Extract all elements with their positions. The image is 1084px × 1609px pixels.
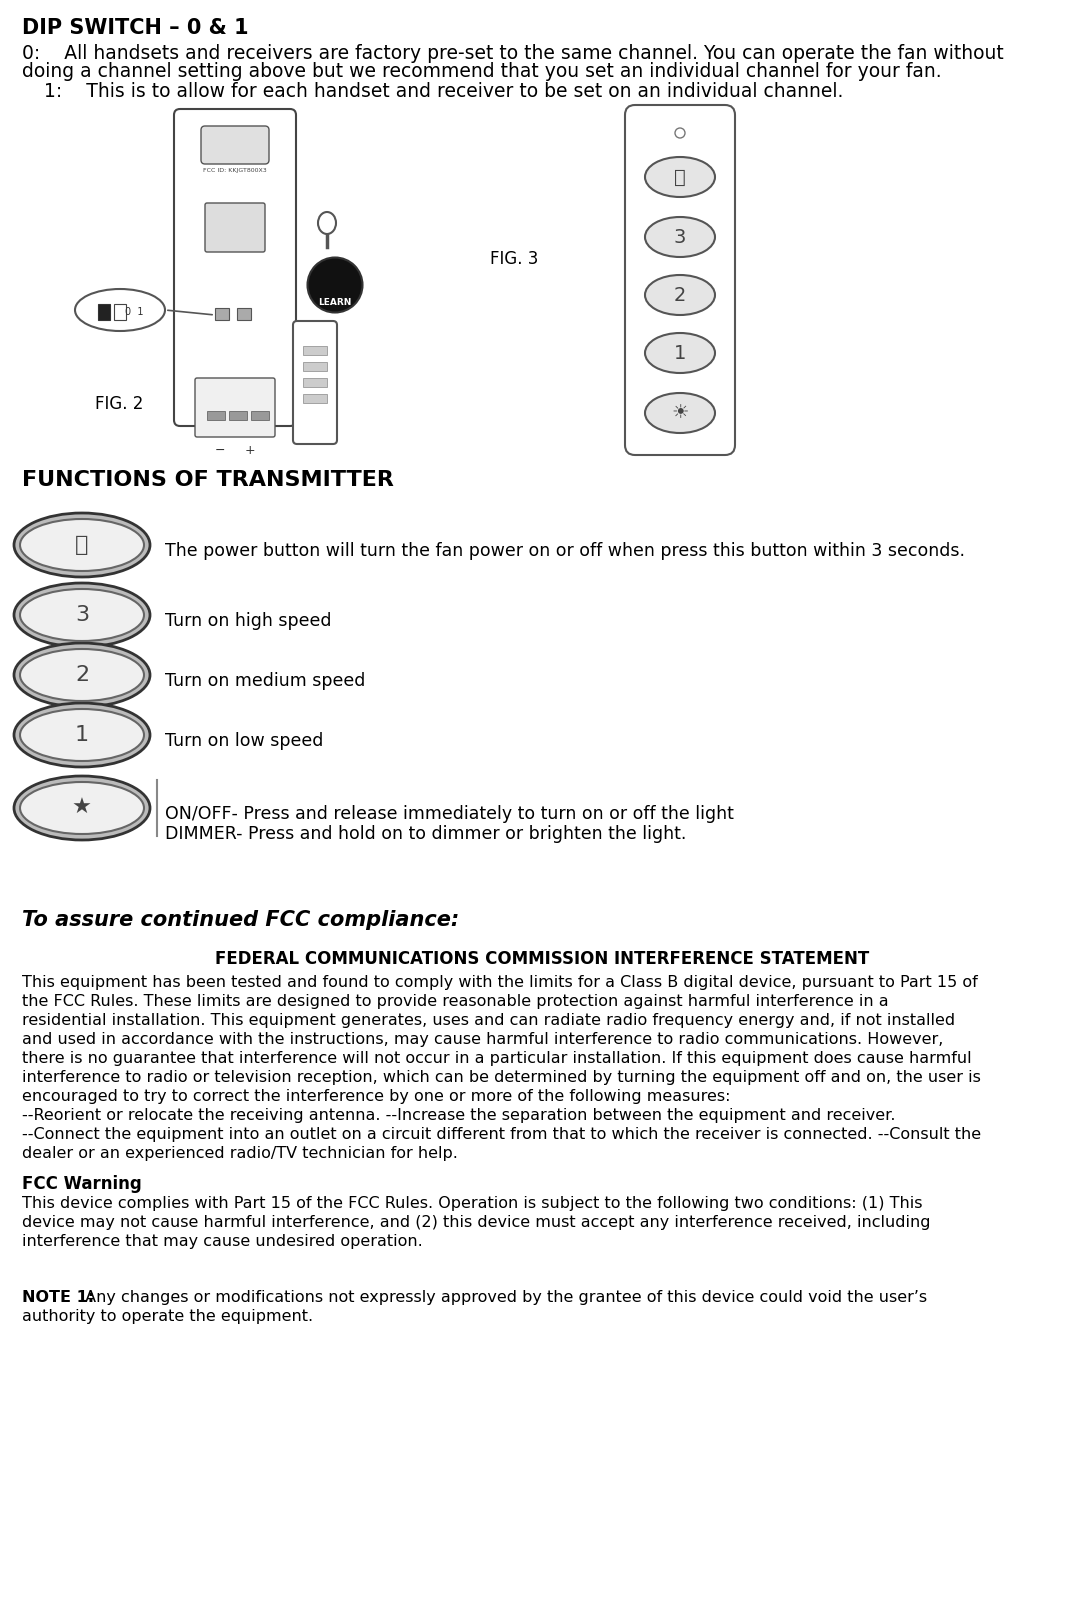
Text: authority to operate the equipment.: authority to operate the equipment. — [22, 1310, 313, 1324]
Text: This device complies with Part 15 of the FCC Rules. Operation is subject to the : This device complies with Part 15 of the… — [22, 1195, 922, 1212]
Text: DIMMER- Press and hold on to dimmer or brighten the light.: DIMMER- Press and hold on to dimmer or b… — [165, 825, 686, 843]
Ellipse shape — [14, 776, 150, 840]
Ellipse shape — [14, 644, 150, 706]
Text: −: − — [215, 444, 225, 457]
Ellipse shape — [308, 257, 362, 312]
Text: 3: 3 — [674, 227, 686, 246]
Text: FIG. 3: FIG. 3 — [490, 249, 539, 269]
Text: 1:    This is to allow for each handset and receiver to be set on an individual : 1: This is to allow for each handset and… — [44, 82, 843, 101]
Ellipse shape — [645, 217, 715, 257]
FancyBboxPatch shape — [195, 378, 275, 438]
Text: device may not cause harmful interference, and (2) this device must accept any i: device may not cause harmful interferenc… — [22, 1215, 930, 1229]
Bar — [229, 410, 247, 420]
Text: NOTE 1:: NOTE 1: — [22, 1290, 94, 1305]
Ellipse shape — [14, 582, 150, 647]
FancyBboxPatch shape — [625, 105, 735, 455]
Text: doing a channel setting above but we recommend that you set an individual channe: doing a channel setting above but we rec… — [22, 63, 942, 80]
Ellipse shape — [14, 513, 150, 578]
Text: FIG. 2: FIG. 2 — [95, 394, 143, 414]
Text: 3: 3 — [75, 605, 89, 624]
Text: there is no guarantee that interference will not occur in a particular installat: there is no guarantee that interference … — [22, 1051, 971, 1067]
Ellipse shape — [20, 520, 144, 571]
FancyBboxPatch shape — [205, 203, 264, 253]
Text: FCC ID: KKJGT800X3: FCC ID: KKJGT800X3 — [203, 167, 267, 172]
Text: LEARN: LEARN — [319, 298, 351, 306]
Text: Turn on high speed: Turn on high speed — [165, 611, 332, 631]
Text: residential installation. This equipment generates, uses and can radiate radio f: residential installation. This equipment… — [22, 1014, 955, 1028]
Text: interference that may cause undesired operation.: interference that may cause undesired op… — [22, 1234, 423, 1249]
Text: Turn on low speed: Turn on low speed — [165, 732, 323, 750]
Text: FUNCTIONS OF TRANSMITTER: FUNCTIONS OF TRANSMITTER — [22, 470, 393, 491]
Text: Any changes or modifications not expressly approved by the grantee of this devic: Any changes or modifications not express… — [80, 1290, 927, 1305]
FancyBboxPatch shape — [293, 322, 337, 444]
Ellipse shape — [20, 710, 144, 761]
Ellipse shape — [75, 290, 165, 331]
Text: 0:    All handsets and receivers are factory pre-set to the same channel. You ca: 0: All handsets and receivers are factor… — [22, 43, 1004, 63]
Ellipse shape — [20, 648, 144, 702]
Text: DIP SWITCH – 0 & 1: DIP SWITCH – 0 & 1 — [22, 18, 248, 39]
Text: --Reorient or relocate the receiving antenna. --Increase the separation between : --Reorient or relocate the receiving ant… — [22, 1109, 895, 1123]
Text: The power button will turn the fan power on or off when press this button within: The power button will turn the fan power… — [165, 542, 965, 560]
Ellipse shape — [645, 393, 715, 433]
Ellipse shape — [645, 275, 715, 315]
Text: FCC Warning: FCC Warning — [22, 1175, 142, 1192]
Bar — [251, 410, 269, 420]
Ellipse shape — [645, 158, 715, 196]
Text: 2: 2 — [674, 285, 686, 304]
Bar — [304, 394, 327, 402]
Text: 2: 2 — [75, 665, 89, 685]
Text: interference to radio or television reception, which can be determined by turnin: interference to radio or television rece… — [22, 1070, 981, 1084]
Text: dealer or an experienced radio/TV technician for help.: dealer or an experienced radio/TV techni… — [22, 1146, 457, 1162]
Bar — [114, 304, 126, 320]
Text: ⏻: ⏻ — [75, 536, 89, 555]
Ellipse shape — [20, 589, 144, 640]
Bar — [237, 307, 251, 320]
Ellipse shape — [20, 782, 144, 833]
Text: and used in accordance with the instructions, may cause harmful interference to : and used in accordance with the instruct… — [22, 1031, 943, 1047]
Text: Turn on medium speed: Turn on medium speed — [165, 673, 365, 690]
Text: ON/OFF- Press and release immediately to turn on or off the light: ON/OFF- Press and release immediately to… — [165, 804, 734, 822]
Text: 1: 1 — [75, 726, 89, 745]
Text: the FCC Rules. These limits are designed to provide reasonable protection agains: the FCC Rules. These limits are designed… — [22, 994, 889, 1009]
Ellipse shape — [675, 129, 685, 138]
Bar — [304, 362, 327, 372]
Text: --Connect the equipment into an outlet on a circuit different from that to which: --Connect the equipment into an outlet o… — [22, 1126, 981, 1142]
Ellipse shape — [14, 703, 150, 767]
FancyBboxPatch shape — [175, 109, 296, 426]
Text: To assure continued FCC compliance:: To assure continued FCC compliance: — [22, 911, 460, 930]
Text: 0  1: 0 1 — [125, 307, 143, 317]
Text: FEDERAL COMMUNICATIONS COMMISSION INTERFERENCE STATEMENT: FEDERAL COMMUNICATIONS COMMISSION INTERF… — [215, 949, 869, 969]
FancyBboxPatch shape — [201, 126, 269, 164]
Ellipse shape — [645, 333, 715, 373]
Bar — [304, 378, 327, 388]
Text: +: + — [245, 444, 256, 457]
Text: This equipment has been tested and found to comply with the limits for a Class B: This equipment has been tested and found… — [22, 975, 978, 990]
Bar — [304, 346, 327, 356]
Text: encouraged to try to correct the interference by one or more of the following me: encouraged to try to correct the interfe… — [22, 1089, 731, 1104]
Text: ⏻: ⏻ — [674, 167, 686, 187]
Bar — [207, 410, 225, 420]
Bar — [215, 307, 229, 320]
Text: ★: ★ — [72, 798, 92, 817]
Ellipse shape — [318, 212, 336, 233]
Text: ☀: ☀ — [671, 404, 688, 423]
Bar — [98, 304, 109, 320]
Text: 1: 1 — [674, 343, 686, 362]
